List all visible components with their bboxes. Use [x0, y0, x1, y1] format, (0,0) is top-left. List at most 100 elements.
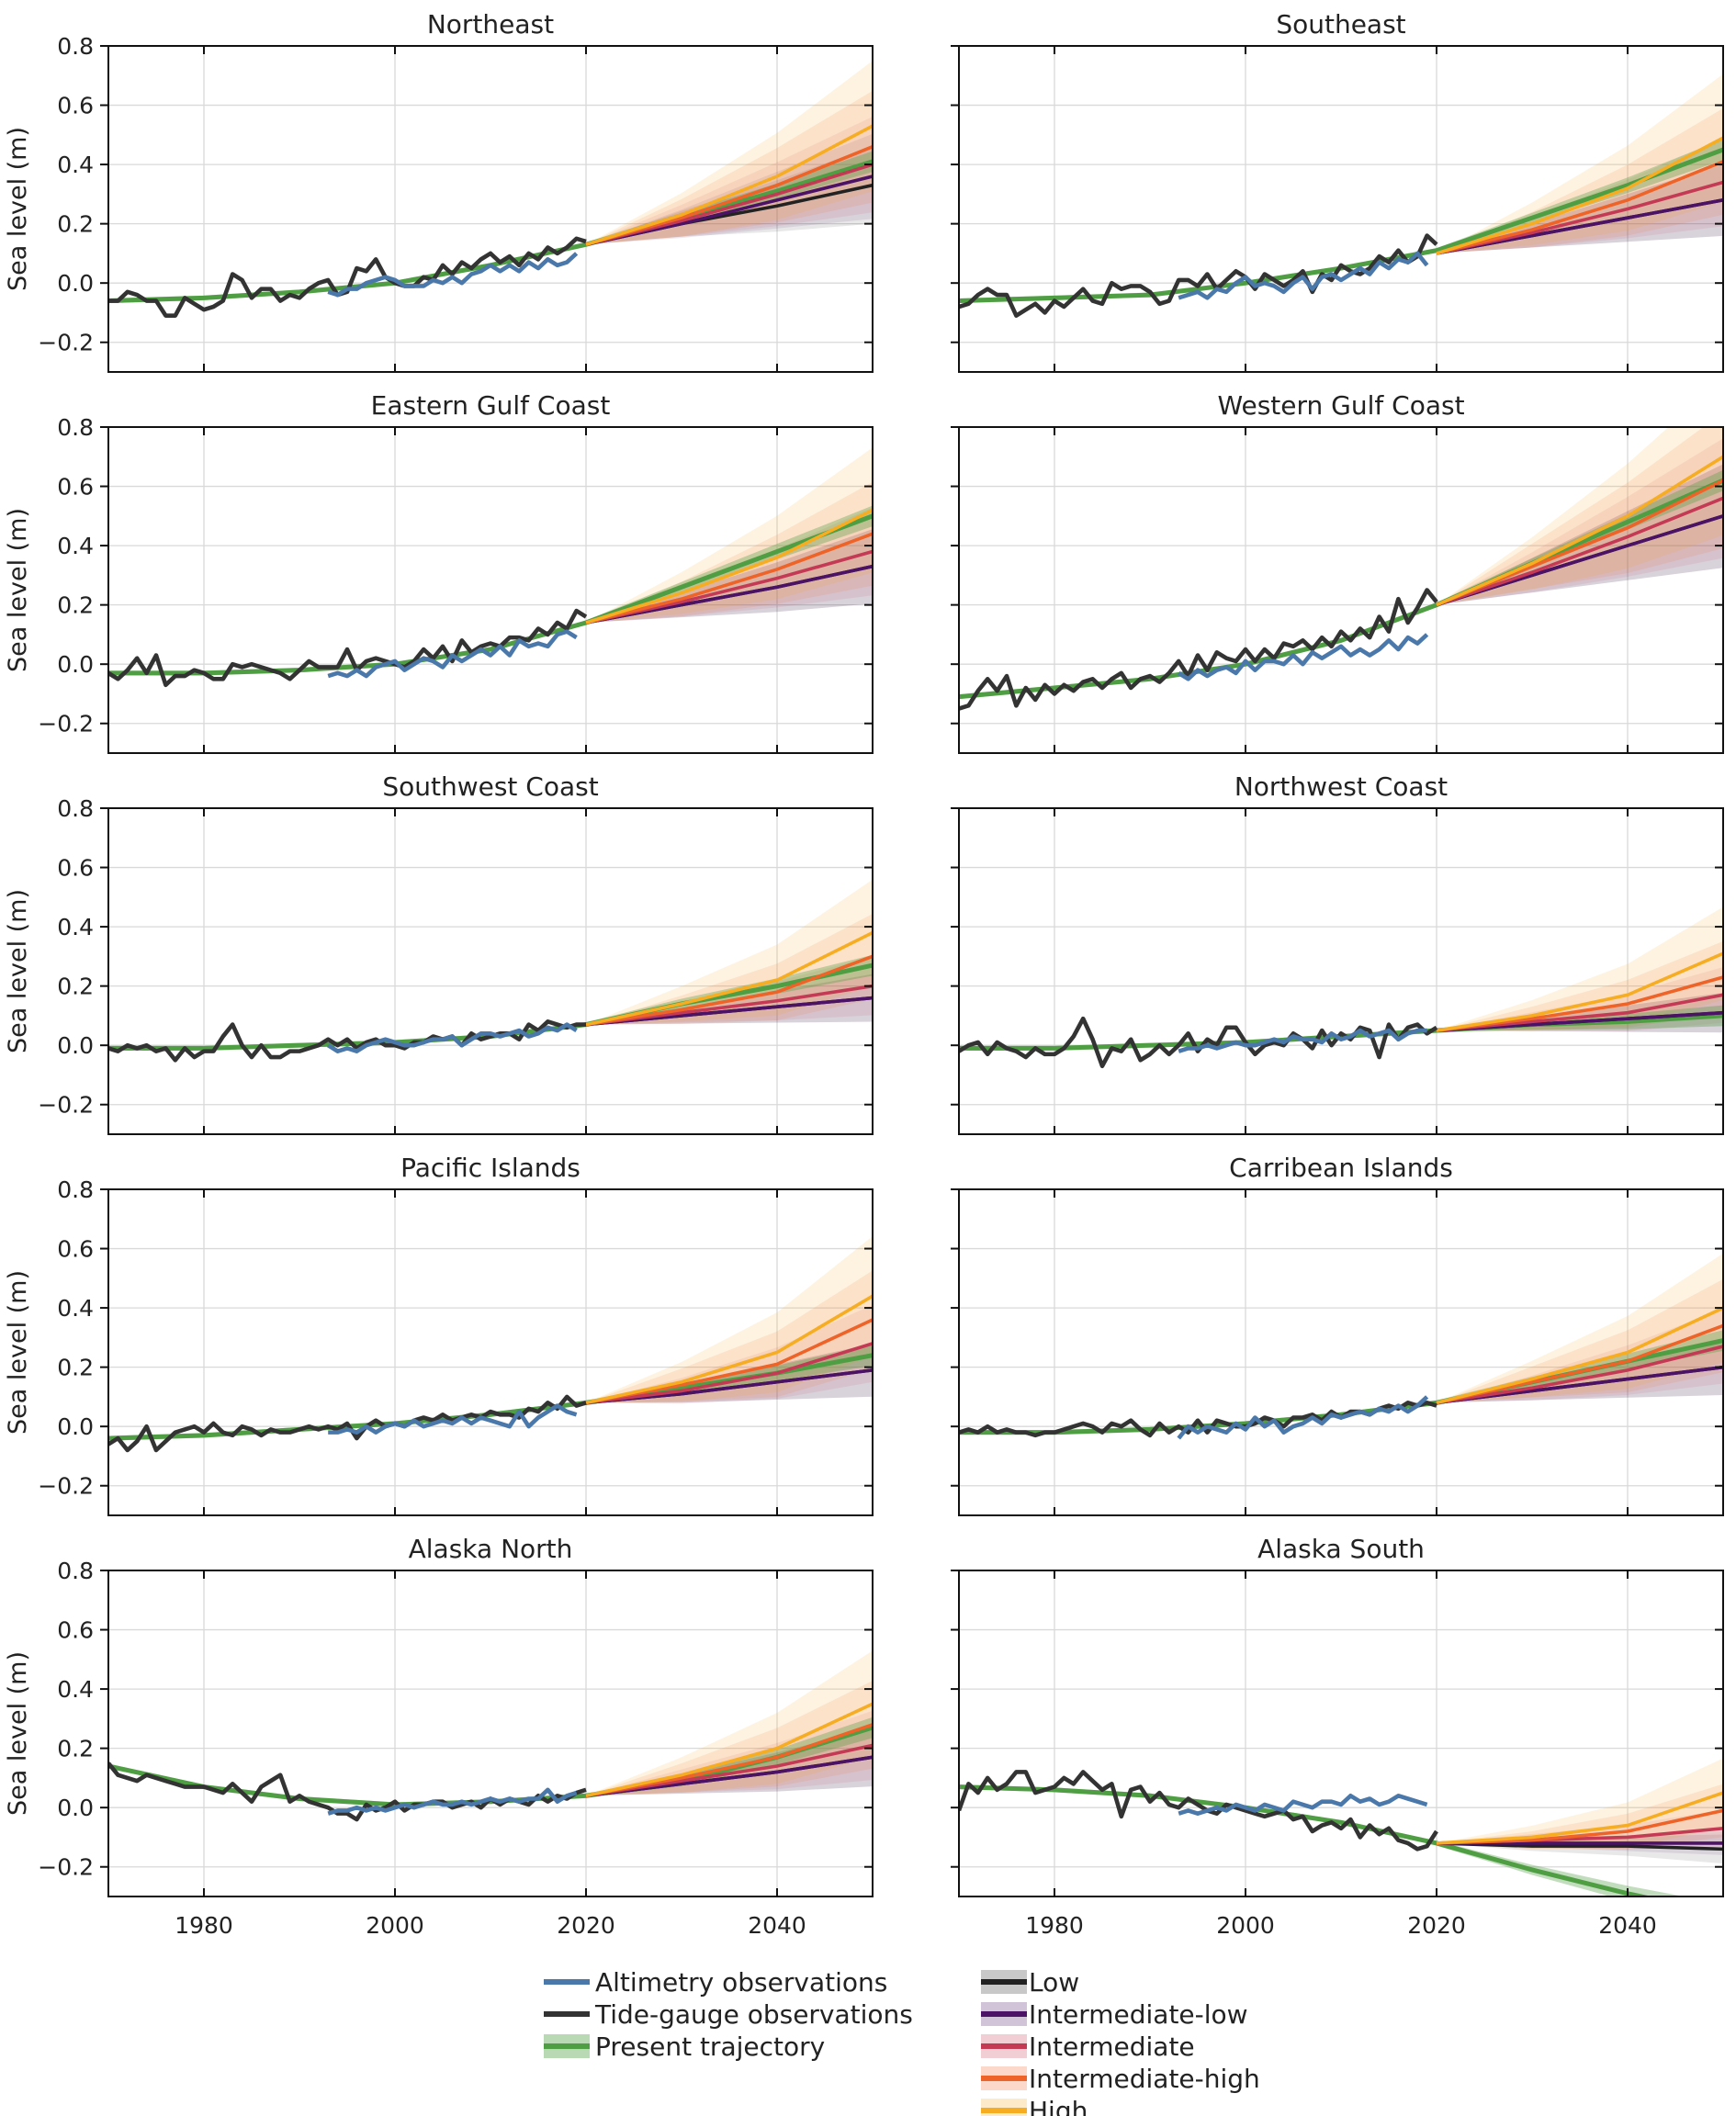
y-tick-label: 0.0 [57, 1795, 94, 1821]
band-low [586, 529, 873, 623]
panel-title: Western Gulf Coast [1217, 390, 1464, 421]
band-intermediate [586, 507, 873, 623]
axes-frame [958, 426, 1724, 754]
y-tick-label: 0.2 [57, 1355, 94, 1381]
axes-frame [958, 1188, 1724, 1516]
y-axis-label: Sea level (m) [4, 889, 32, 1053]
panel-title: Eastern Gulf Coast [371, 390, 611, 421]
plot-area [959, 427, 1723, 711]
scenario-line-intermediate [1436, 496, 1723, 607]
plot-area [108, 61, 873, 318]
y-tick-label: 0.8 [57, 33, 94, 60]
band-intermediate-high [586, 90, 873, 245]
y-tick-label: 0.8 [57, 1176, 94, 1203]
x-tick-label: 2020 [1407, 1912, 1466, 1939]
scenario-line-high [585, 508, 873, 625]
y-tick-label: 0.2 [57, 974, 94, 1000]
band-intermediate-high [1437, 1784, 1723, 1850]
axes-frame [107, 45, 874, 373]
legend-item: Intermediate-low [981, 1999, 1248, 2030]
legend-item: Intermediate-high [981, 2064, 1260, 2094]
panel-pacific-islands: −0.2 0.0 0.2 0.4 0.6 0.8 Sea level (m) Pacific … [4, 1153, 874, 1516]
band-intermediate-high [1437, 1278, 1723, 1403]
x-tick-label: 2020 [557, 1912, 615, 1939]
band-high [586, 879, 873, 1025]
band-high [1437, 73, 1723, 253]
scenario-line-high [585, 1702, 873, 1798]
band-high [1437, 427, 1723, 605]
scenario-line-high [585, 124, 873, 246]
panel-title: Northwest Coast [1234, 771, 1448, 802]
y-tick-label: 0.2 [57, 592, 94, 619]
legend-item: High [981, 2096, 1088, 2116]
plot-area [108, 1235, 873, 1453]
legend-label: Low [1029, 1967, 1079, 1998]
y-tick-label: 0.0 [57, 1032, 94, 1059]
band-intermediate [1437, 1309, 1723, 1403]
band-intermediate [586, 956, 873, 1025]
y-tick-label: 0.8 [57, 795, 94, 822]
x-tick-label: 2000 [1216, 1912, 1275, 1939]
band-intermediate [586, 1710, 873, 1796]
tide-gauge-line [959, 588, 1438, 711]
axes-frame [958, 807, 1724, 1135]
y-tick-label: 0.4 [57, 1676, 94, 1703]
panel-title: Pacific Islands [400, 1153, 581, 1183]
band-intermediate [1437, 438, 1723, 605]
tide-gauge-line [108, 1394, 587, 1453]
altimetry-line [326, 1022, 578, 1053]
panel-western-gulf-coast: Western Gulf Coast [951, 390, 1724, 754]
y-tick-label: −0.2 [38, 711, 94, 737]
x-tick-label: 1980 [175, 1912, 233, 1939]
tide-gauge-line [959, 233, 1438, 318]
scenario-line-intermediate [585, 1342, 873, 1405]
scenario-line-high [1436, 136, 1723, 255]
panel-title: Alaska North [409, 1534, 573, 1564]
band-high [586, 1235, 873, 1403]
band-intermediate [586, 116, 873, 245]
scenario-line-intermediate-high [1436, 160, 1723, 255]
band-intermediate-high [1437, 107, 1723, 253]
panel-northwest-coast: Northwest Coast [951, 771, 1724, 1135]
y-tick-label: 0.4 [57, 152, 94, 178]
plot-area [959, 906, 1723, 1069]
x-tick-label: 1980 [1025, 1912, 1084, 1939]
y-tick-label: 0.6 [57, 474, 94, 501]
legend-label: Intermediate-high [1029, 2064, 1260, 2094]
panel-southeast: Southeast [951, 9, 1724, 373]
y-tick-label: −0.2 [38, 1473, 94, 1500]
axes-frame [958, 45, 1724, 373]
plot-area [959, 1253, 1723, 1440]
band-intermediate-low [586, 1728, 873, 1796]
scenario-line-high [585, 930, 873, 1027]
legend-item: Altimetry observations [544, 1967, 887, 1998]
altimetry-line [1178, 251, 1429, 300]
axes-frame [958, 1570, 1724, 1897]
tide-gauge-line [108, 1019, 586, 1063]
scenario-line-high [585, 1294, 873, 1405]
scenario-line-high [1436, 455, 1723, 607]
band-intermediate [1437, 966, 1723, 1031]
y-tick-label: 0.4 [57, 533, 94, 559]
band-intermediate [1437, 138, 1723, 253]
panel-title: Alaska South [1257, 1534, 1425, 1564]
scenario-line-high [1436, 1306, 1723, 1405]
y-tick-label: 0.2 [57, 211, 94, 238]
axes-frame [107, 1188, 874, 1516]
altimetry-line [327, 252, 579, 298]
tide-gauge-line [108, 236, 587, 318]
legend-label: Present trajectory [595, 2032, 825, 2062]
legend-label: Intermediate [1029, 2032, 1195, 2062]
band-high [586, 447, 873, 623]
y-tick-label: 0.8 [57, 414, 94, 441]
band-high [1437, 906, 1723, 1031]
legend-label: Altimetry observations [595, 1967, 887, 1998]
legend-swatch-band [981, 2099, 1027, 2116]
band-low [586, 146, 873, 245]
plot-area [108, 879, 873, 1063]
panel-grid: −0.2 0.0 0.2 0.4 0.6 0.8 Sea level (m) Northeas… [4, 9, 1724, 1939]
band-low [586, 1343, 873, 1403]
panel-title: Northeast [427, 9, 554, 39]
